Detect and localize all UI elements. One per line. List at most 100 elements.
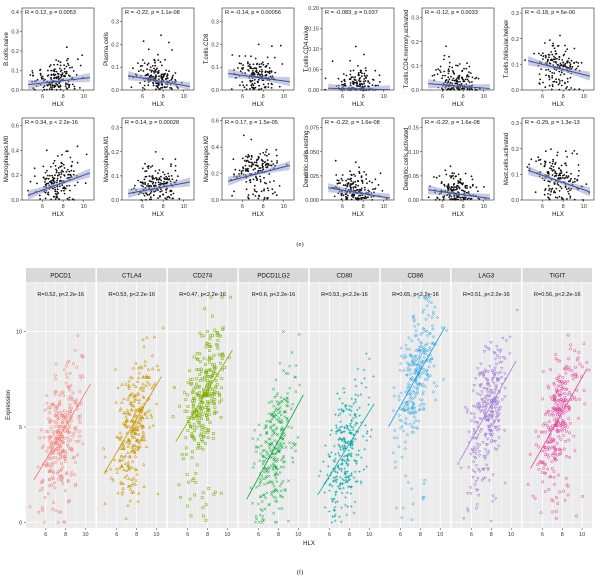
data-point xyxy=(209,387,213,391)
data-point xyxy=(271,188,274,191)
data-point xyxy=(133,454,138,458)
data-point xyxy=(57,448,61,452)
data-point xyxy=(453,88,455,91)
data-point xyxy=(491,376,495,380)
data-point xyxy=(45,401,49,405)
data-point xyxy=(201,491,205,495)
caption-e: (e) xyxy=(296,241,303,248)
data-point xyxy=(497,409,501,413)
data-point xyxy=(340,425,344,428)
data-point xyxy=(39,198,41,200)
data-point xyxy=(270,160,273,163)
data-point xyxy=(547,180,550,183)
data-point xyxy=(266,197,269,200)
data-point xyxy=(466,78,469,81)
data-point xyxy=(409,411,413,416)
data-point xyxy=(118,431,123,435)
data-point xyxy=(553,61,555,63)
data-point xyxy=(153,177,156,180)
data-point xyxy=(286,391,290,395)
data-point xyxy=(263,181,266,184)
data-point xyxy=(420,384,425,388)
data-point xyxy=(466,509,470,514)
data-point xyxy=(258,63,261,66)
data-point xyxy=(55,171,58,174)
data-point xyxy=(415,363,420,367)
data-point xyxy=(547,193,549,195)
data-point xyxy=(543,463,547,466)
data-point xyxy=(349,454,352,457)
data-point xyxy=(497,436,501,440)
data-point xyxy=(61,481,65,485)
data-point xyxy=(333,519,337,523)
data-point xyxy=(57,428,61,432)
data-point xyxy=(277,400,281,404)
data-point xyxy=(245,181,248,183)
data-point xyxy=(495,396,500,400)
data-point xyxy=(421,392,425,396)
data-point xyxy=(130,376,134,380)
data-point xyxy=(480,390,484,394)
data-point xyxy=(473,483,477,487)
facet-background xyxy=(451,282,522,528)
data-point xyxy=(418,404,422,408)
data-point xyxy=(466,466,471,470)
y-tick-label: 0.0 xyxy=(511,88,519,94)
data-point xyxy=(117,466,122,470)
data-point xyxy=(324,77,327,80)
data-point xyxy=(277,507,281,511)
data-point xyxy=(414,380,419,385)
data-point xyxy=(364,189,366,191)
data-point xyxy=(147,183,150,185)
data-point xyxy=(575,388,579,392)
data-point xyxy=(476,477,480,481)
data-point xyxy=(146,68,149,71)
data-point xyxy=(241,157,244,160)
data-point xyxy=(539,78,542,81)
data-point xyxy=(219,491,223,495)
data-point xyxy=(149,66,152,69)
data-point xyxy=(448,65,451,68)
regression-line xyxy=(246,394,304,500)
data-point xyxy=(247,61,249,64)
data-point xyxy=(359,194,362,197)
data-point xyxy=(559,422,563,425)
data-point xyxy=(257,79,260,81)
data-point xyxy=(273,473,277,477)
y-tick-label: 0.05 xyxy=(308,68,319,74)
data-point xyxy=(157,178,160,181)
data-point xyxy=(549,193,552,196)
data-point xyxy=(260,62,263,65)
x-tick-label: 10 xyxy=(81,204,87,210)
data-point xyxy=(551,409,555,413)
data-point xyxy=(108,467,113,471)
data-point xyxy=(58,173,61,176)
data-point xyxy=(497,412,501,417)
data-point xyxy=(166,181,168,184)
data-point xyxy=(250,158,253,161)
data-point xyxy=(406,480,411,485)
data-point xyxy=(178,197,181,200)
data-point xyxy=(167,172,170,175)
data-point xyxy=(472,384,476,388)
x-tick-label: 6 xyxy=(470,532,473,538)
y-axis-label: T.cells.follicular.helper xyxy=(504,20,510,78)
x-tick-label: 8 xyxy=(262,94,265,100)
data-point xyxy=(279,443,283,447)
data-point xyxy=(545,74,547,77)
data-point xyxy=(64,364,68,368)
data-point xyxy=(63,186,65,188)
data-point xyxy=(283,415,287,419)
data-point xyxy=(190,432,194,435)
data-point xyxy=(252,178,255,181)
data-point xyxy=(344,184,347,187)
data-point xyxy=(254,57,257,60)
data-point xyxy=(437,68,440,70)
data-point xyxy=(546,171,549,174)
x-tick-label: 10 xyxy=(481,94,487,100)
data-point xyxy=(333,195,336,198)
data-point xyxy=(471,178,474,181)
data-point xyxy=(554,50,557,53)
data-point xyxy=(134,478,138,482)
data-point xyxy=(405,392,410,396)
